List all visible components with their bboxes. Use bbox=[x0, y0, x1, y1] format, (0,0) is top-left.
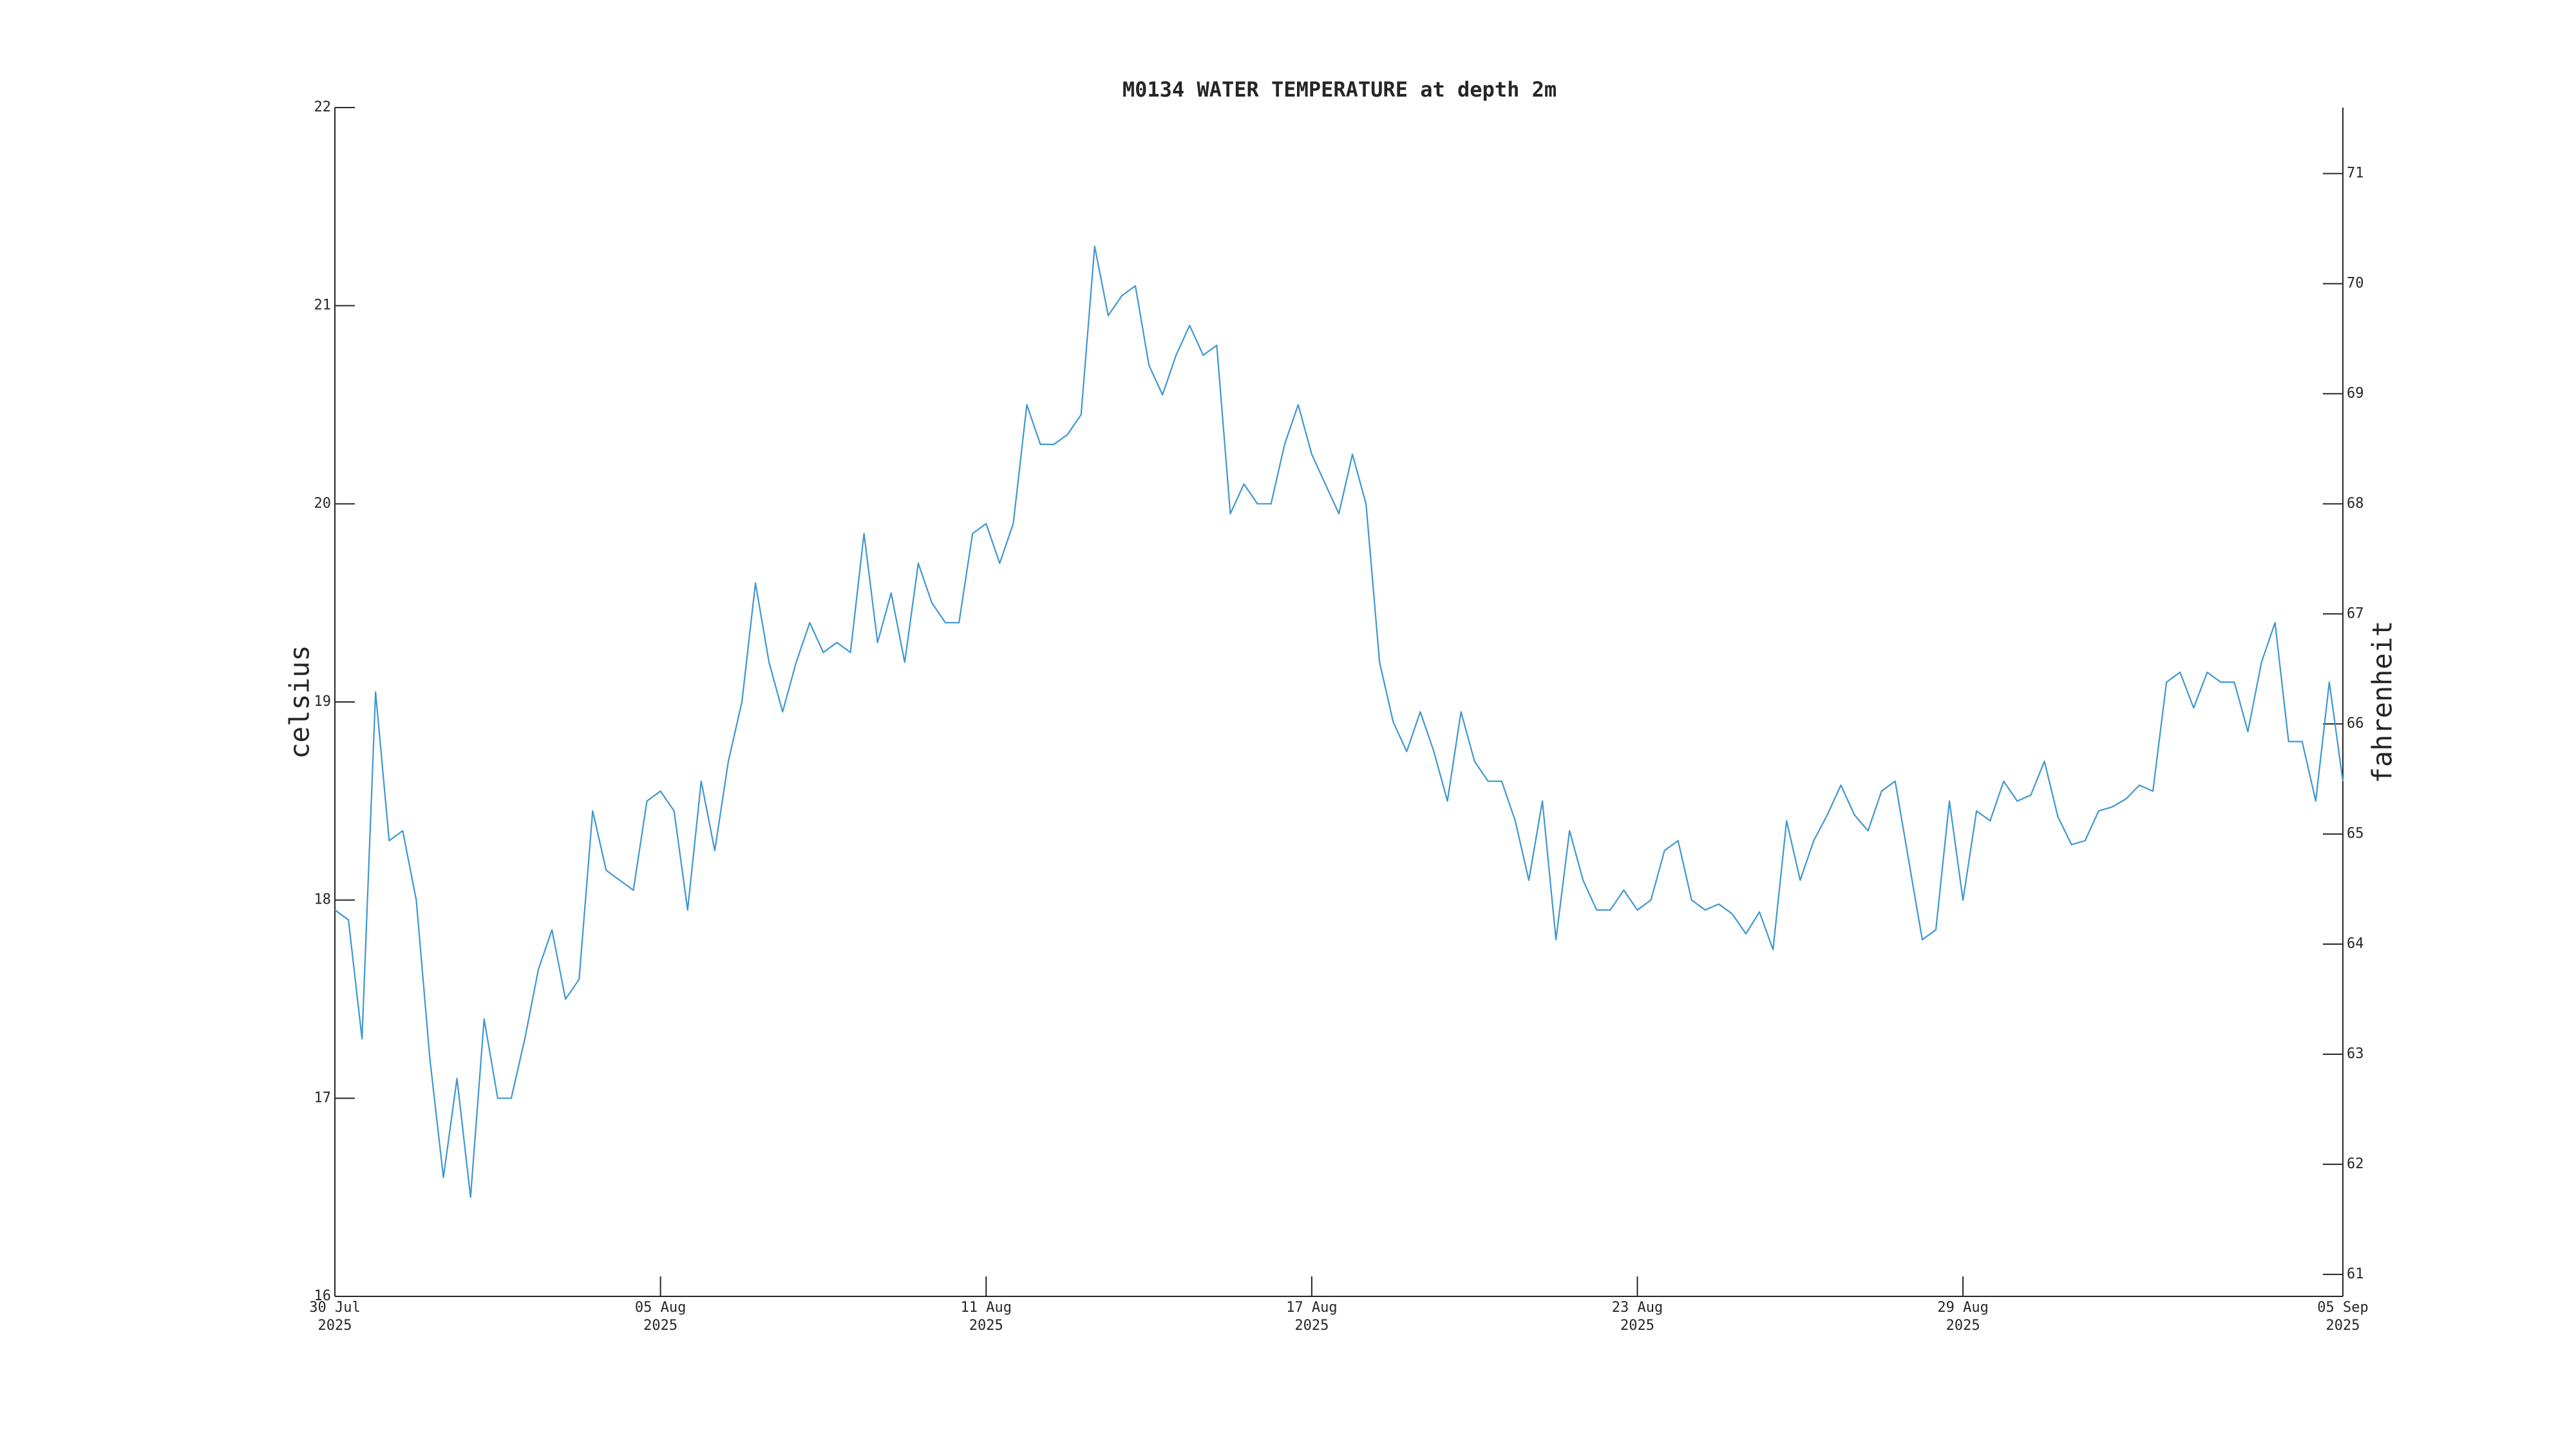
y2-tick-label: 70 bbox=[2347, 275, 2364, 291]
y2-tick-label: 66 bbox=[2347, 715, 2364, 732]
y-tick-label: 20 bbox=[314, 495, 332, 511]
y2-tick-label: 71 bbox=[2347, 166, 2364, 182]
y2-tick-label: 61 bbox=[2347, 1266, 2364, 1282]
y-axis-label: celsius bbox=[284, 645, 316, 759]
y-tick-label: 17 bbox=[314, 1090, 332, 1106]
y2-tick-label: 67 bbox=[2347, 605, 2364, 621]
x-tick-label: 05 Sep 2025 bbox=[2317, 1300, 2369, 1334]
y2-tick-label: 62 bbox=[2347, 1156, 2364, 1172]
y2-tick-label: 69 bbox=[2347, 385, 2364, 401]
y2-tick-label: 65 bbox=[2347, 826, 2364, 842]
y2-tick-label: 63 bbox=[2347, 1046, 2364, 1062]
x-tick-label: 05 Aug 2025 bbox=[634, 1300, 687, 1334]
data-line bbox=[334, 245, 2344, 1198]
y-tick-label: 21 bbox=[314, 298, 332, 314]
y2-tick-label: 64 bbox=[2347, 936, 2364, 952]
x-tick-label: 30 Jul 2025 bbox=[309, 1300, 361, 1334]
y-tick-label: 18 bbox=[314, 892, 332, 908]
chart-title: M0134 WATER TEMPERATURE at depth 2m bbox=[1122, 77, 1557, 102]
x-tick-label: 17 Aug 2025 bbox=[1286, 1300, 1338, 1334]
x-tick-label: 11 Aug 2025 bbox=[960, 1300, 1012, 1334]
y2-tick-label: 68 bbox=[2347, 495, 2364, 511]
y2-axis-label: fahrenheit bbox=[2367, 621, 2398, 784]
x-tick-label: 29 Aug 2025 bbox=[1937, 1300, 1989, 1334]
y-tick-label: 22 bbox=[314, 99, 332, 115]
x-tick-label: 23 Aug 2025 bbox=[1611, 1300, 1663, 1334]
y-tick-label: 16 bbox=[314, 1288, 332, 1304]
y-tick-label: 19 bbox=[314, 694, 332, 710]
